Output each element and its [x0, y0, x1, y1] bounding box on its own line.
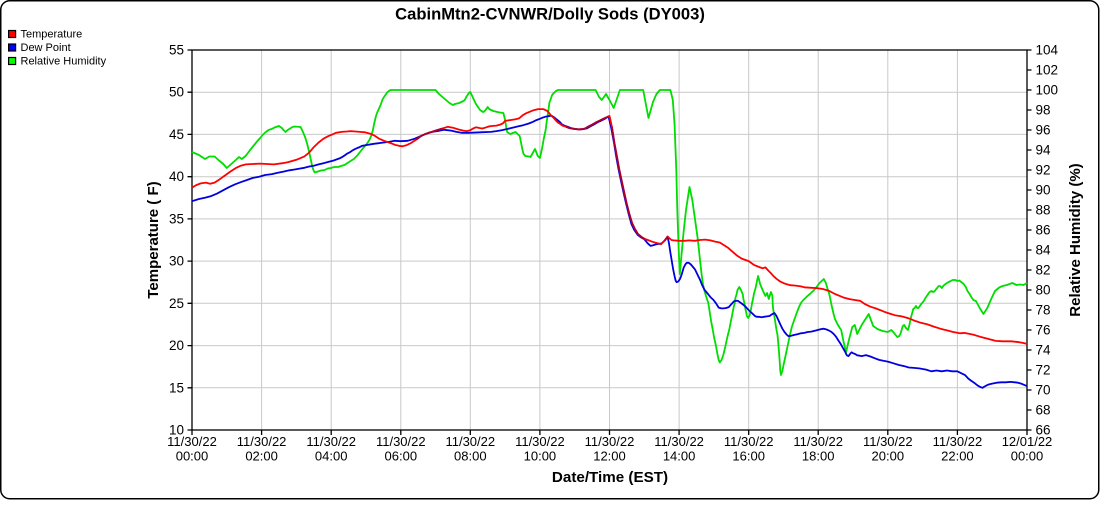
svg-text:74: 74 [1036, 343, 1052, 358]
svg-text:20:00: 20:00 [872, 449, 905, 464]
svg-text:94: 94 [1036, 143, 1052, 158]
svg-text:18:00: 18:00 [802, 449, 835, 464]
svg-text:00:00: 00:00 [1011, 449, 1044, 464]
svg-text:88: 88 [1036, 203, 1051, 218]
svg-text:50: 50 [169, 85, 184, 100]
svg-text:76: 76 [1036, 323, 1051, 338]
svg-text:40: 40 [169, 169, 184, 184]
svg-text:102: 102 [1036, 63, 1059, 78]
svg-text:90: 90 [1036, 183, 1051, 198]
svg-text:11/30/22: 11/30/22 [585, 434, 635, 449]
svg-text:11/30/22: 11/30/22 [515, 434, 565, 449]
svg-text:14:00: 14:00 [663, 449, 696, 464]
svg-text:35: 35 [169, 211, 184, 226]
svg-text:11/30/22: 11/30/22 [167, 434, 217, 449]
svg-text:104: 104 [1036, 43, 1059, 58]
svg-text:72: 72 [1036, 363, 1051, 378]
svg-text:Temperature ( F): Temperature ( F) [145, 181, 162, 298]
svg-text:55: 55 [169, 43, 184, 58]
svg-text:80: 80 [1036, 283, 1051, 298]
svg-text:12:00: 12:00 [593, 449, 626, 464]
svg-text:11/30/22: 11/30/22 [793, 434, 843, 449]
svg-text:66: 66 [1036, 423, 1051, 438]
svg-text:68: 68 [1036, 403, 1051, 418]
svg-text:45: 45 [169, 127, 184, 142]
svg-text:92: 92 [1036, 163, 1051, 178]
svg-text:06:00: 06:00 [385, 449, 418, 464]
svg-text:30: 30 [169, 254, 184, 269]
svg-text:70: 70 [1036, 383, 1051, 398]
svg-text:02:00: 02:00 [245, 449, 278, 464]
svg-text:00:00: 00:00 [176, 449, 209, 464]
svg-text:08:00: 08:00 [454, 449, 487, 464]
svg-text:11/30/22: 11/30/22 [306, 434, 356, 449]
svg-text:11/30/22: 11/30/22 [863, 434, 913, 449]
svg-text:04:00: 04:00 [315, 449, 348, 464]
svg-text:82: 82 [1036, 263, 1051, 278]
svg-text:22:00: 22:00 [941, 449, 974, 464]
svg-text:11/30/22: 11/30/22 [933, 434, 983, 449]
svg-text:11/30/22: 11/30/22 [724, 434, 774, 449]
svg-text:11/30/22: 11/30/22 [445, 434, 495, 449]
svg-text:100: 100 [1036, 83, 1059, 98]
svg-text:84: 84 [1036, 243, 1052, 258]
svg-text:Temperature: Temperature [21, 29, 83, 41]
svg-text:CabinMtn2-CVNWR/Dolly Sods (DY: CabinMtn2-CVNWR/Dolly Sods (DY003) [395, 5, 705, 24]
svg-text:10: 10 [169, 423, 184, 438]
svg-text:Date/Time (EST): Date/Time (EST) [552, 469, 668, 486]
svg-text:11/30/22: 11/30/22 [237, 434, 287, 449]
svg-text:15: 15 [169, 380, 184, 395]
svg-text:25: 25 [169, 296, 184, 311]
svg-text:78: 78 [1036, 303, 1051, 318]
svg-text:10:00: 10:00 [524, 449, 557, 464]
svg-text:96: 96 [1036, 123, 1051, 138]
svg-text:98: 98 [1036, 103, 1051, 118]
svg-text:86: 86 [1036, 223, 1051, 238]
svg-text:20: 20 [169, 338, 184, 353]
svg-text:11/30/22: 11/30/22 [654, 434, 704, 449]
svg-text:Relative Humidity: Relative Humidity [21, 56, 107, 68]
svg-text:16:00: 16:00 [732, 449, 765, 464]
svg-text:Relative Humidity (%): Relative Humidity (%) [1067, 163, 1084, 316]
svg-text:12/01/22: 12/01/22 [1002, 434, 1053, 449]
svg-text:11/30/22: 11/30/22 [376, 434, 426, 449]
svg-text:Dew Point: Dew Point [21, 42, 71, 54]
